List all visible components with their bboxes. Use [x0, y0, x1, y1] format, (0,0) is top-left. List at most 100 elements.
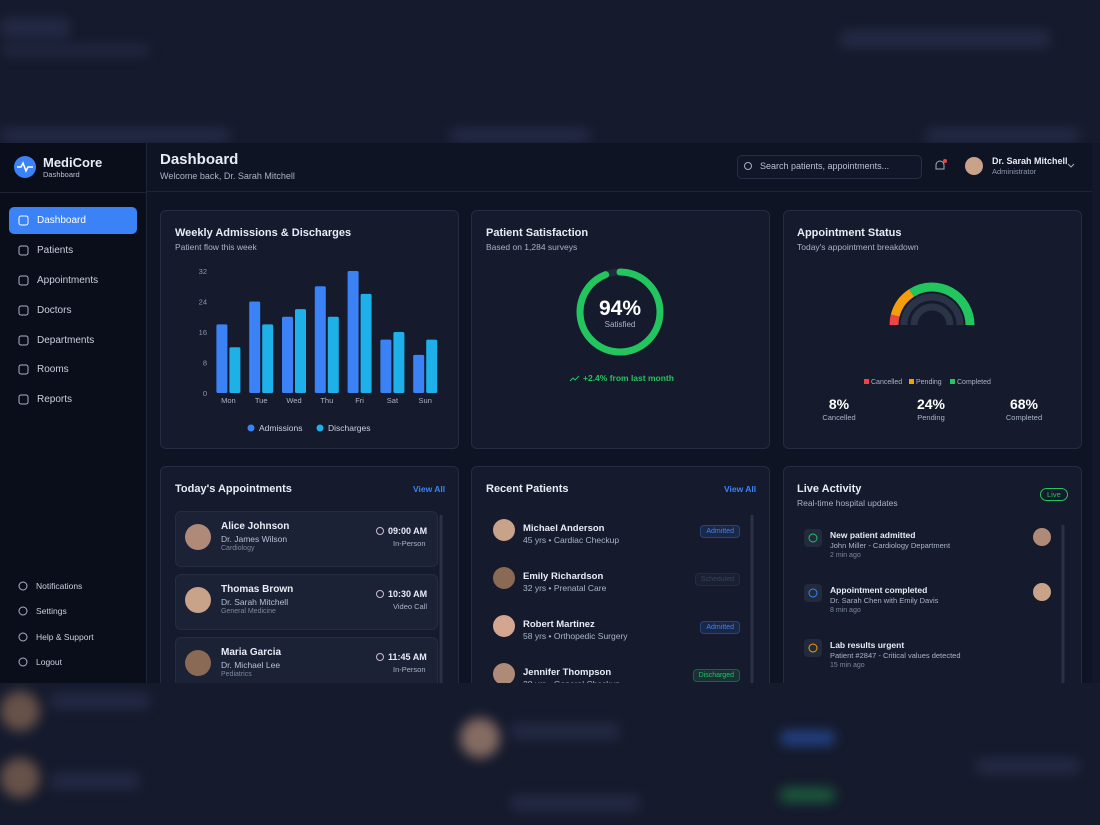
bar	[426, 339, 438, 393]
blurred-bottom	[0, 683, 1100, 825]
logo-pulse	[17, 161, 33, 173]
nav-item[interactable]: Reports	[37, 394, 73, 405]
status-value: 8%	[829, 396, 850, 412]
gauge-segment	[890, 289, 915, 317]
card-title: Recent Patients	[486, 483, 569, 495]
bar	[229, 347, 241, 393]
time: 10:30 AM	[388, 589, 428, 599]
legend-swatch	[950, 379, 955, 384]
blurred-top	[0, 0, 1100, 143]
card-subtitle: Based on 1,284 surveys	[486, 242, 578, 252]
bar	[262, 324, 274, 393]
activity-title: New patient admitted	[830, 530, 916, 540]
activity-icon	[804, 584, 822, 602]
clock-icon	[376, 653, 384, 661]
legend-label: Discharges	[328, 423, 371, 433]
trend: +2.4% from last month	[583, 373, 674, 383]
patient-name: Robert Martinez	[523, 619, 595, 630]
bell-icon[interactable]	[935, 160, 945, 170]
nav-icon	[18, 305, 29, 316]
legend-label: Admissions	[259, 423, 302, 433]
nav-item[interactable]: Help & Support	[36, 632, 94, 642]
nav-item[interactable]: Dashboard	[37, 215, 86, 226]
patient-name: Thomas Brown	[221, 584, 294, 595]
nav-item[interactable]: Notifications	[36, 581, 83, 591]
bar	[282, 316, 293, 393]
brand-subtitle: Dashboard	[43, 170, 80, 179]
nav-icon	[18, 275, 29, 286]
doctor: Dr. Sarah Mitchell	[221, 597, 289, 607]
appointment-row[interactable]	[175, 574, 438, 630]
nav-item[interactable]: Appointments	[37, 275, 99, 286]
x-tick-label: Sun	[419, 396, 432, 405]
search-placeholder[interactable]: Search patients, appointments...	[760, 161, 890, 171]
clock-icon	[376, 590, 384, 598]
nav-item[interactable]: Departments	[37, 335, 95, 346]
nav-item[interactable]: Settings	[36, 606, 67, 616]
nav-item[interactable]: Logout	[36, 657, 62, 667]
patient-detail: 58 yrs • Orthopedic Surgery	[523, 631, 628, 641]
status-badge: Admitted	[700, 621, 740, 634]
doctor: Dr. Michael Lee	[221, 660, 281, 670]
avatar	[185, 650, 211, 676]
donut-value: 94%	[599, 297, 641, 320]
nav-item[interactable]: Rooms	[37, 364, 69, 375]
nav-icon	[18, 657, 28, 667]
avatar	[493, 519, 515, 541]
bar	[216, 324, 228, 393]
x-tick-label: Thu	[320, 396, 333, 405]
avatar	[493, 663, 515, 685]
activity-icon-glyph	[808, 533, 818, 543]
activity-detail: John Miller - Cardiology Department	[830, 541, 951, 550]
x-tick-label: Wed	[286, 396, 301, 405]
card-title: Weekly Admissions & Discharges	[175, 227, 352, 239]
nav-icon	[18, 215, 29, 226]
gauge-segment	[909, 282, 975, 326]
activity-time: 2 min ago	[830, 552, 861, 559]
legend-swatch	[247, 424, 255, 432]
time: 09:00 AM	[388, 526, 428, 536]
search-icon	[744, 162, 752, 170]
patient-name: Emily Richardson	[523, 571, 604, 582]
activity-icon-glyph	[808, 643, 818, 653]
page-subtitle: Welcome back, Dr. Sarah Mitchell	[160, 171, 295, 181]
y-tick-label: 0	[203, 389, 207, 398]
status-label: Completed	[1006, 413, 1042, 422]
nav-icon	[18, 581, 28, 591]
bell-dot	[943, 159, 947, 163]
donut-caption: Satisfied	[605, 320, 636, 329]
user-name: Dr. Sarah Mitchell	[992, 156, 1068, 166]
divider	[0, 192, 146, 193]
card-title: Appointment Status	[797, 227, 902, 239]
chevron[interactable]	[1067, 163, 1075, 168]
y-tick-label: 32	[199, 267, 207, 276]
nav-item[interactable]: Patients	[37, 245, 74, 256]
bar	[249, 301, 261, 393]
nav-icon	[18, 394, 29, 405]
status-badge: Scheduled	[694, 573, 740, 586]
user-avatar[interactable]	[965, 157, 983, 175]
avatar	[1033, 583, 1051, 601]
activity-title: Appointment completed	[830, 585, 928, 595]
view-all[interactable]: View All	[413, 484, 446, 494]
activity-icon-glyph	[808, 588, 818, 598]
legend-label: Pending	[916, 379, 942, 386]
appointment-row[interactable]	[175, 511, 438, 567]
page-title: Dashboard	[160, 151, 239, 168]
search-box[interactable]	[737, 155, 922, 179]
y-tick-label: 16	[199, 328, 207, 337]
card-title: Live Activity	[797, 483, 862, 495]
patient-detail: 45 yrs • Cardiac Checkup	[523, 535, 620, 545]
avatar	[493, 567, 515, 589]
bar	[360, 293, 372, 393]
department: General Medicine	[221, 608, 276, 615]
card-subtitle: Today's appointment breakdown	[797, 242, 919, 252]
nav-item[interactable]: Doctors	[37, 305, 72, 316]
x-tick-label: Mon	[221, 396, 236, 405]
gauge-segment	[889, 314, 900, 326]
live-badge: Live	[1040, 488, 1068, 501]
mode: In-Person	[393, 539, 426, 548]
bar	[327, 316, 339, 393]
view-all[interactable]: View All	[724, 484, 757, 494]
